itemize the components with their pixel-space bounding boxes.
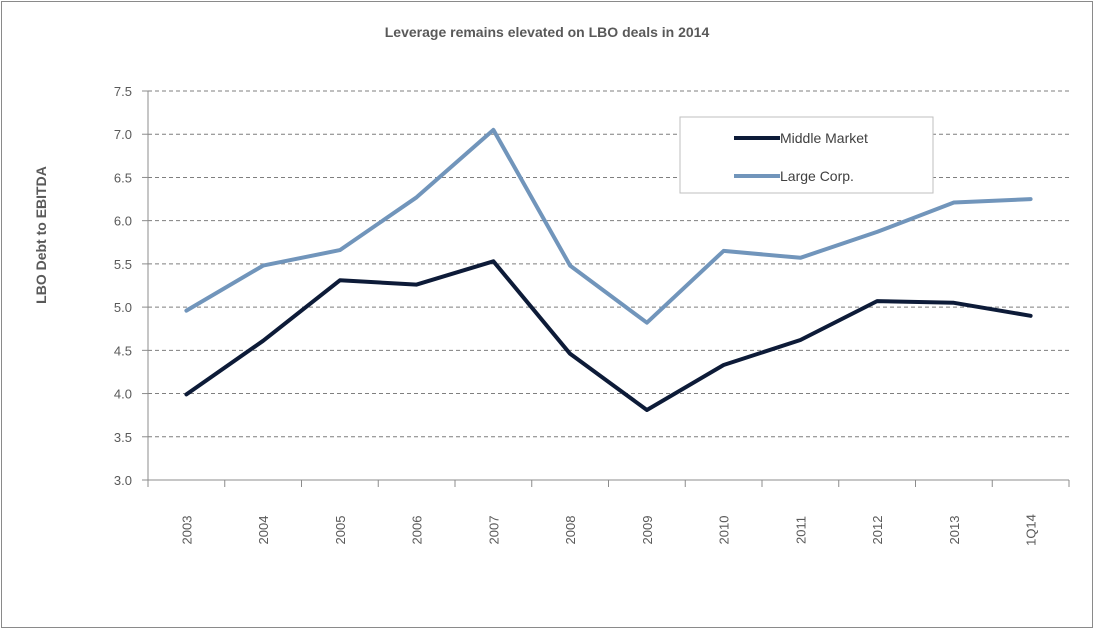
x-tick-label: 2005 (333, 516, 348, 545)
legend: Middle Market Large Corp. (679, 116, 934, 194)
legend-label-large-corp: Large Corp. (780, 168, 854, 184)
x-tick-label: 2003 (179, 516, 194, 545)
x-tick-label: 2011 (793, 516, 808, 544)
x-tick-label: 1Q14 (1024, 514, 1039, 546)
y-tick-label: 7.5 (114, 84, 132, 99)
x-tick-label: 2009 (640, 516, 655, 545)
x-tick-label: 2004 (256, 516, 271, 545)
y-tick-label: 3.0 (114, 473, 132, 488)
y-tick-label: 5.5 (114, 257, 132, 272)
x-tick-label: 2007 (486, 516, 501, 545)
y-tick-label: 4.0 (114, 387, 132, 402)
x-tick-label: 2006 (410, 516, 425, 545)
x-tick-label: 2012 (870, 516, 885, 545)
legend-box (679, 116, 934, 194)
series-line-middle-market (184, 259, 1033, 412)
y-tick-label: 7.0 (114, 127, 132, 142)
y-tick-label: 6.0 (114, 214, 132, 229)
y-tick-label: 3.5 (114, 430, 132, 445)
legend-label-middle-market: Middle Market (780, 130, 868, 146)
y-tick-labels: 3.0 3.5 4.0 4.5 5.0 5.5 6.0 6.5 7.0 7.5 (114, 84, 132, 488)
x-tick-label: 2010 (717, 516, 732, 545)
series-line-large-corp (184, 127, 1033, 325)
y-tick-label: 4.5 (114, 343, 132, 358)
y-axis-label: LBO Debt to EBITDA (33, 166, 49, 304)
x-tick-label: 2013 (947, 516, 962, 545)
y-tick-label: 5.0 (114, 300, 132, 315)
x-tick-label: 2008 (563, 516, 578, 545)
chart-title: Leverage remains elevated on LBO deals i… (385, 24, 710, 40)
x-axis (142, 90, 1070, 487)
y-tick-label: 6.5 (114, 170, 132, 185)
series-lines (184, 127, 1033, 412)
x-tick-labels: 2003 2004 2005 2006 2007 2008 2009 2010 2011 2012… (179, 514, 1038, 546)
